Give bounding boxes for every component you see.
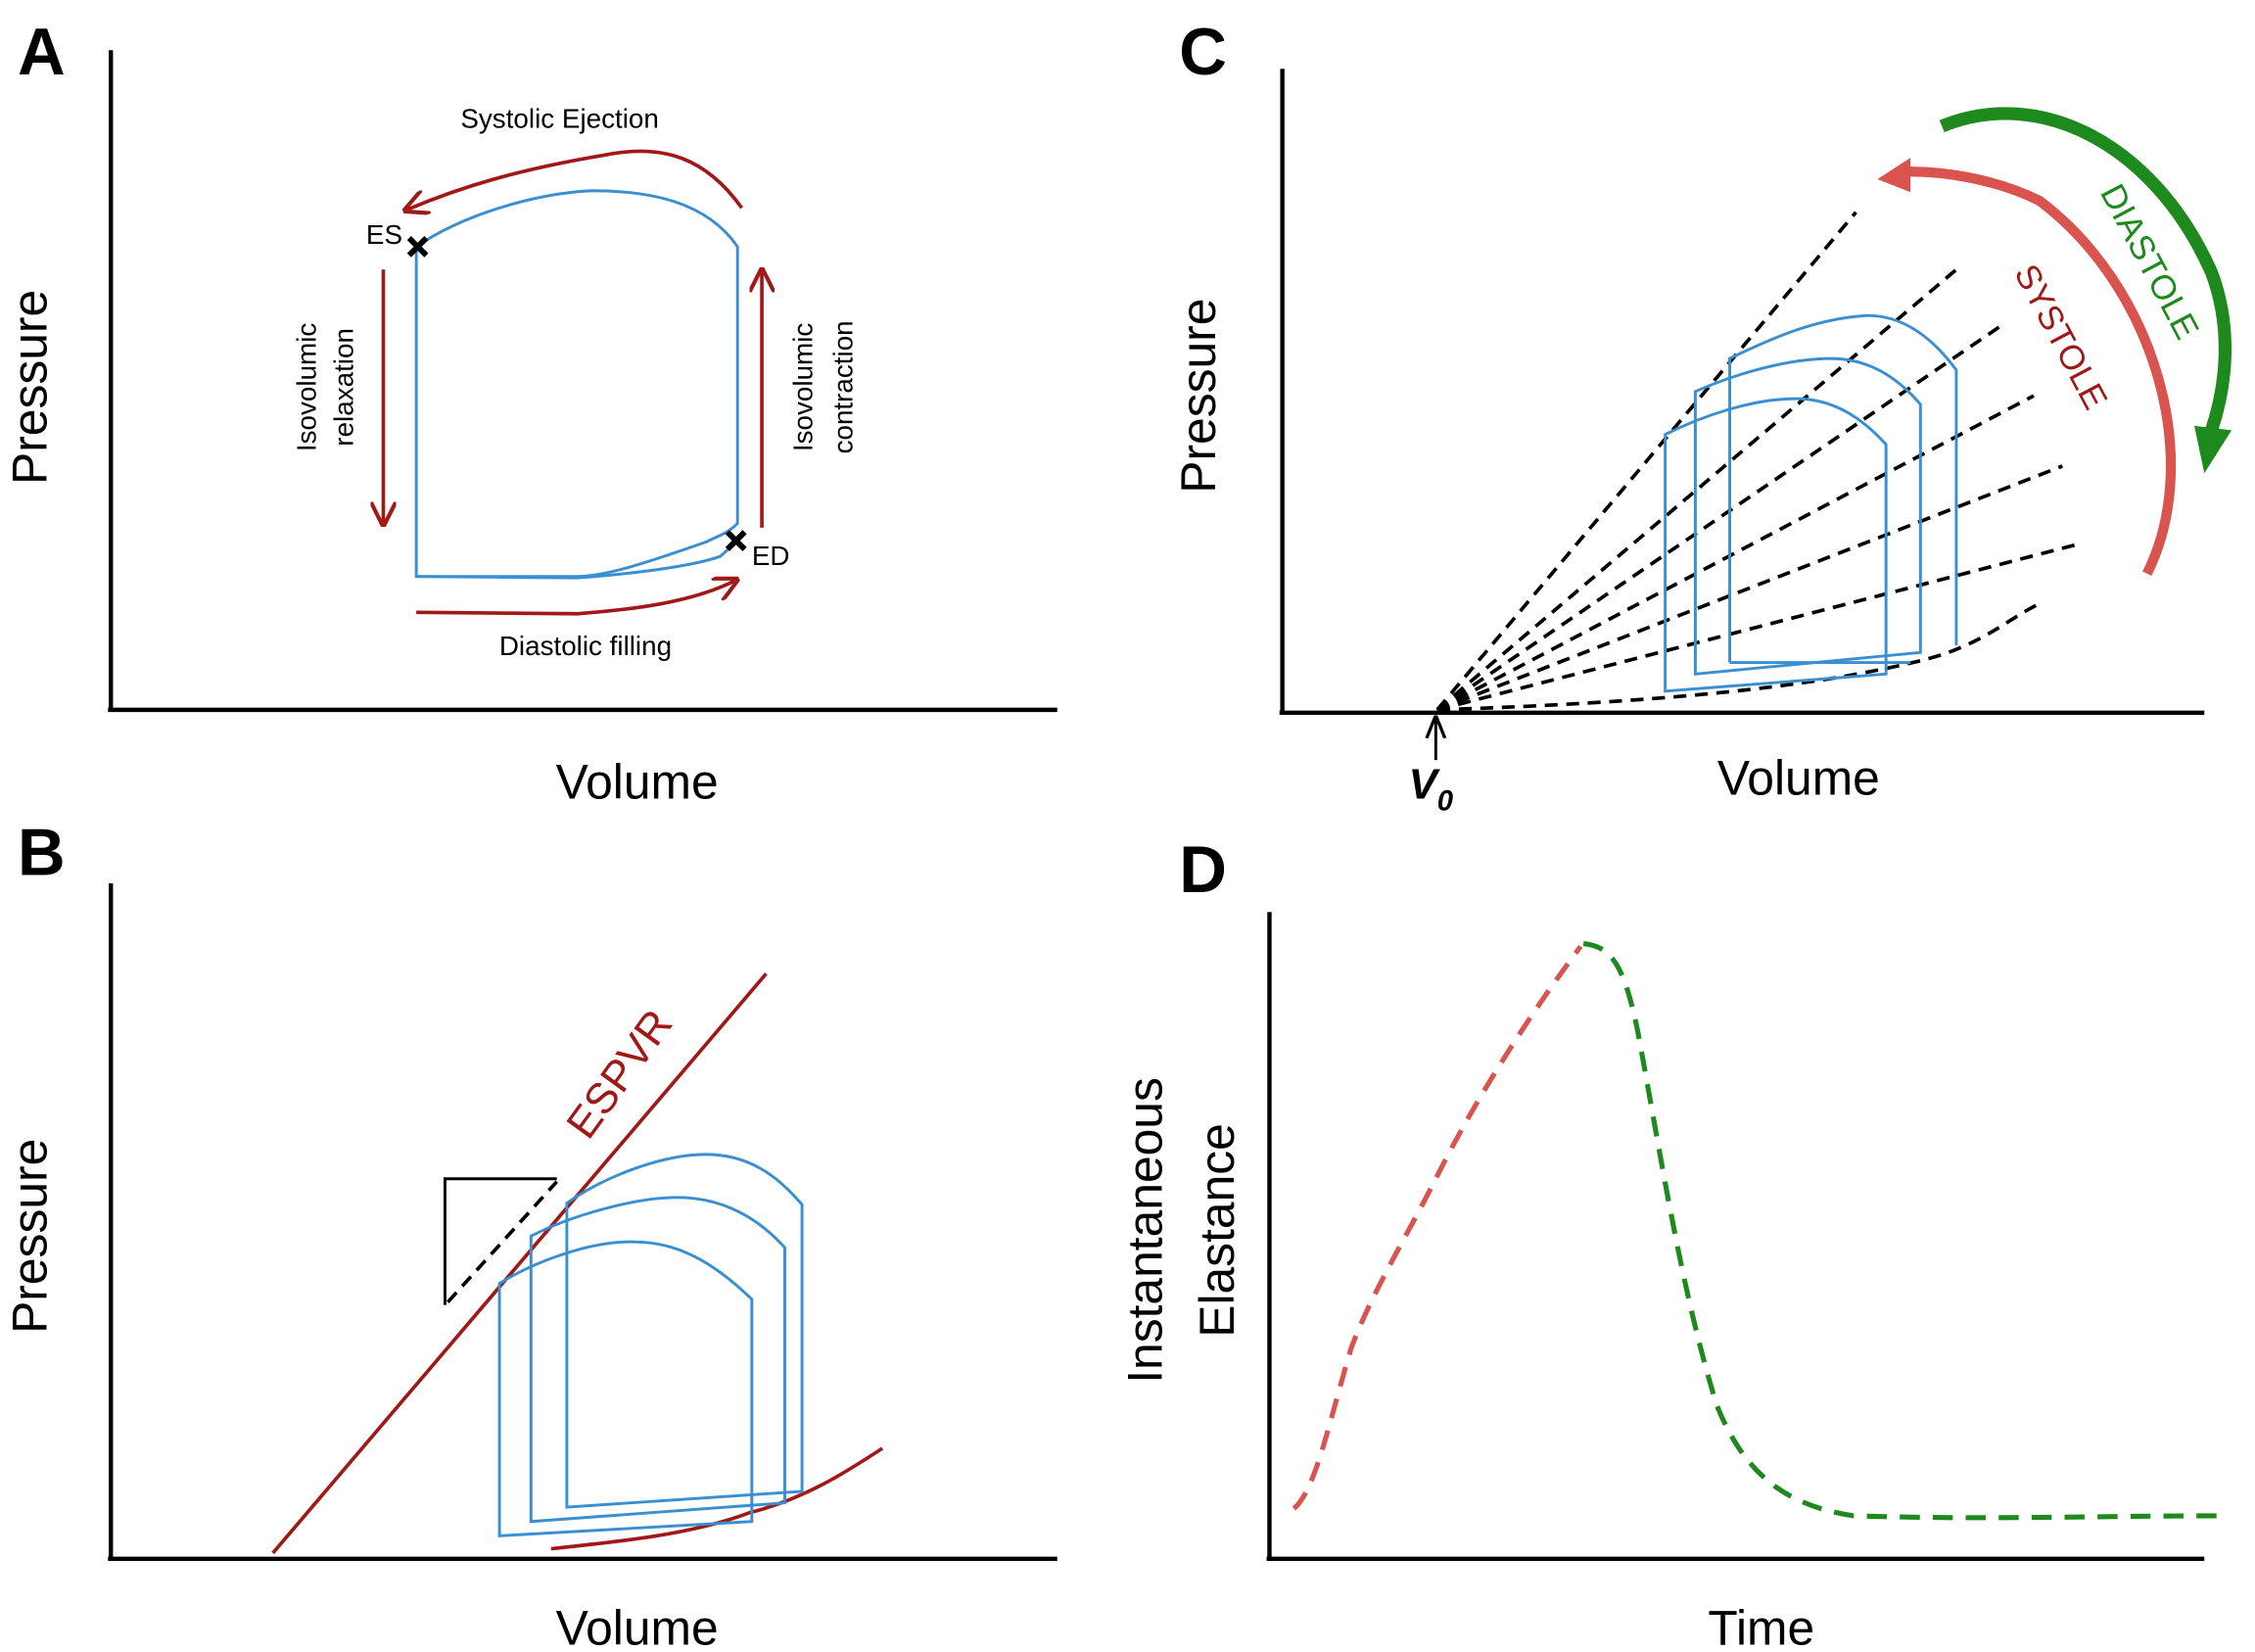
es-marker — [406, 236, 429, 258]
y-axis-title: Pressure — [2, 290, 57, 485]
edpvr-curve — [550, 1446, 884, 1551]
elastance-line — [1436, 464, 2063, 712]
isovolumic-contraction-label-1: Isovolumic — [787, 323, 818, 451]
elastance-line — [1435, 394, 2035, 712]
x-axis-title: Time — [1708, 1601, 1814, 1652]
systole-arrow — [1896, 166, 2177, 577]
y-axis-title: Pressure — [1171, 299, 1226, 494]
panel-c: C Pressure Volume V0 SYSTOLE DIASTOLE — [1171, 16, 2232, 817]
systole-arrowhead — [1877, 158, 1911, 193]
panel-b: B Pressure Volume ESPVR — [2, 816, 1057, 1652]
elastance-line — [1435, 211, 1857, 712]
elastance-line — [1436, 543, 2076, 712]
pv-loop-3 — [565, 1153, 804, 1509]
panel-letter-a: A — [18, 16, 66, 89]
systolic-ejection-label: Systolic Ejection — [460, 103, 658, 133]
systole-label: SYSTOLE — [2006, 259, 2114, 416]
systolic-ejection-arrow — [407, 149, 744, 209]
espvr-line — [271, 972, 768, 1555]
x-axis-title: Volume — [556, 1601, 719, 1652]
es-label: ES — [366, 219, 402, 250]
panel-a: A Pressure Volume ES ED Systolic Ejectio… — [2, 16, 1057, 810]
diastolic-filling-arrow — [416, 581, 734, 616]
panel-letter-c: C — [1179, 16, 1227, 89]
isovolumic-relaxation-label-2: relaxation — [329, 328, 359, 447]
panel-letter-d: D — [1179, 833, 1227, 907]
espvr-label: ESPVR — [557, 1001, 681, 1147]
pv-loop-3 — [1728, 313, 1958, 663]
isovolumic-contraction-label-2: contraction — [827, 320, 858, 453]
x-axis-title: Volume — [556, 755, 719, 810]
elastance-lines — [1435, 211, 2076, 712]
pv-loop-1 — [497, 1240, 754, 1537]
panel-d: D Instantaneous Elastance Time — [1118, 833, 2224, 1652]
diastole-arrow — [1939, 107, 2232, 433]
isovolumic-relaxation-label-1: Isovolumic — [292, 323, 322, 451]
pv-loop-2 — [1693, 356, 1922, 676]
v0-label: V0 — [1409, 761, 1454, 818]
y-axis-title: Pressure — [2, 1139, 57, 1334]
diastolic-elastance-curve — [1582, 941, 2224, 1521]
x-axis-title: Volume — [1717, 750, 1880, 805]
elastance-line — [1436, 600, 2044, 712]
pv-loop-2 — [529, 1196, 786, 1524]
panel-letter-b: B — [18, 816, 66, 889]
slope-triangle — [443, 1177, 559, 1305]
pv-loop-1 — [1664, 397, 1888, 693]
systolic-elastance-curve — [1292, 944, 1583, 1511]
diastolic-filling-label: Diastolic filling — [499, 631, 672, 661]
diastolic-filling-curve — [416, 540, 739, 580]
diastole-arrowhead — [2194, 425, 2232, 474]
elastance-line — [1435, 267, 1958, 712]
y-axis-title-line1: Instantaneous — [1118, 1077, 1173, 1384]
diastole-label: DIASTOLE — [2092, 178, 2206, 346]
y-axis-title-line2: Elastance — [1190, 1123, 1245, 1338]
ed-marker — [725, 530, 747, 551]
ed-label: ED — [752, 541, 790, 571]
pv-loop — [414, 189, 739, 579]
